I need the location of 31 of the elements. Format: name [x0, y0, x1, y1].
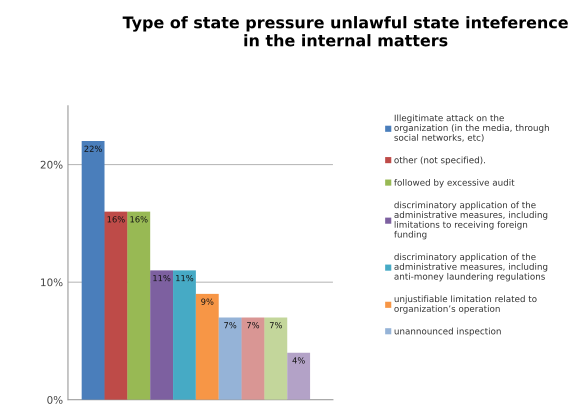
data-label: 7% — [247, 322, 260, 328]
legend-label: other (not specified). — [394, 156, 485, 166]
bar — [127, 212, 150, 400]
data-label: 11% — [176, 274, 194, 282]
y-tick-label: 10% — [41, 278, 63, 286]
legend-label: discriminatory application of the administrative measures, including anti-money laundering regulations — [394, 253, 548, 282]
chart-title: Type of state pressure unlawful state inteference in the internal matters — [122, 16, 568, 46]
bar — [82, 141, 105, 400]
legend-label: Illegitimate attack on the organization (in the media, through social networks, etc) — [394, 114, 549, 142]
data-label: 16% — [108, 216, 125, 222]
data-label: 11% — [153, 274, 170, 282]
data-label: 16% — [130, 216, 148, 222]
legend-label: discriminatory application of the administrative measures, including limitations to receiving foreign funding — [394, 201, 548, 240]
data-label: 22% — [84, 146, 102, 152]
bar — [104, 212, 128, 400]
legend-label: unjustifiable limitation related to organization’s operation — [394, 295, 537, 314]
bar — [173, 270, 196, 400]
bar — [264, 317, 288, 400]
bar — [242, 317, 264, 400]
y-tick-label: 0% — [47, 396, 63, 404]
bar — [287, 352, 310, 400]
data-label: 7% — [270, 322, 282, 328]
legend-label: unannounced inspection — [394, 328, 501, 336]
legend-label: followed by excessive audit — [394, 179, 514, 188]
bar — [196, 294, 219, 400]
data-label: 4% — [292, 357, 305, 364]
bar — [218, 317, 242, 400]
y-tick-label: 20% — [40, 160, 63, 169]
data-label: 7% — [224, 322, 236, 328]
bar — [150, 270, 174, 400]
data-label: 9% — [201, 298, 214, 305]
